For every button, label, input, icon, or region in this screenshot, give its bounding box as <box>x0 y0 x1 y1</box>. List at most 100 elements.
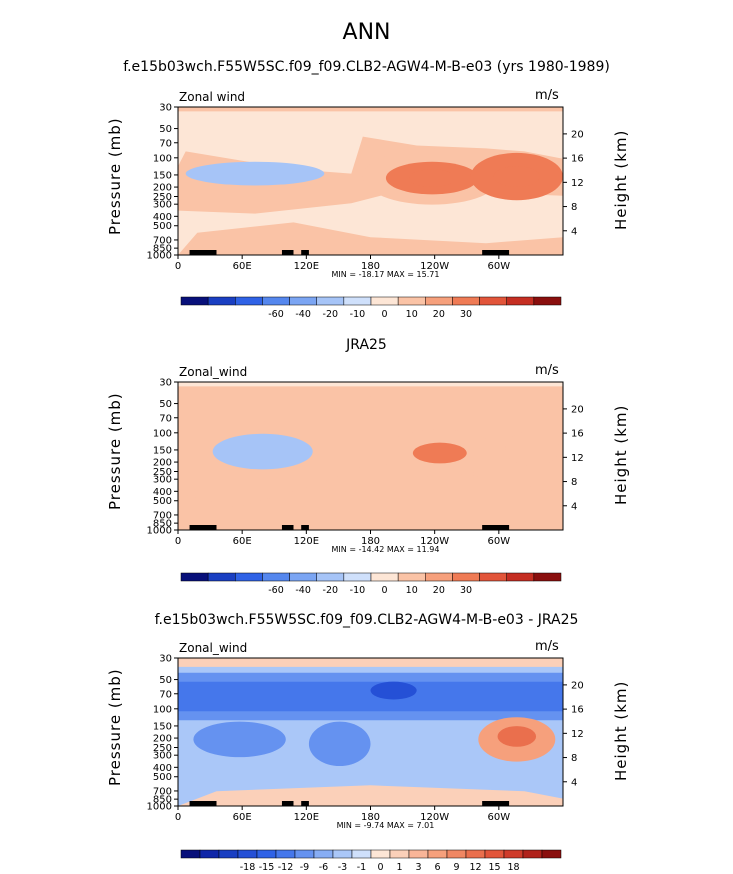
strat-band-core <box>178 681 563 712</box>
longitude-tick-label: 120E <box>294 536 319 547</box>
colorbar-level-label: 0 <box>382 585 388 596</box>
colorbar-level-label: -1 <box>357 862 366 873</box>
height-tick-label: 8 <box>571 477 577 488</box>
longitude-tick-label: 60E <box>233 536 252 547</box>
pressure-tick-label: 700 <box>153 786 172 797</box>
panel-title: JRA25 <box>346 337 387 353</box>
colorbar-level-label: -3 <box>338 862 347 873</box>
height-tick-label: 16 <box>571 429 584 440</box>
pressure-tick-label: 300 <box>153 751 172 762</box>
colorbar-box <box>316 296 345 306</box>
colorbar-box <box>289 572 317 582</box>
pressure-tick-label: 70 <box>159 689 172 700</box>
corner-label-variable: Zonal_wind <box>179 641 248 655</box>
colorbar-level-label: -6 <box>319 862 328 873</box>
colorbar: -60 -40 -20 -10 0 10 20 30 <box>180 572 562 596</box>
colorbar-box <box>533 296 562 306</box>
colorbar-box <box>427 849 448 859</box>
longitude-tick-label: 60W <box>488 812 511 823</box>
colorbar-level-label: -12 <box>278 862 294 873</box>
height-tick-label: 20 <box>571 129 584 140</box>
colorbar-box <box>262 572 290 582</box>
panel-title: f.e15b03wch.F55W5SC.f09_f09.CLB2-AGW4-M-… <box>123 59 610 75</box>
colorbar-level-label: -10 <box>350 585 366 596</box>
colorbar-box <box>316 572 345 582</box>
surface-westerly <box>178 222 563 255</box>
colorbar-box <box>218 849 239 859</box>
corner-label-units: m/s <box>535 363 559 378</box>
panel-title: f.e15b03wch.F55W5SC.f09_f09.CLB2-AGW4-M-… <box>154 612 579 628</box>
colorbar-box <box>452 296 480 306</box>
height-tick-label: 12 <box>571 178 584 189</box>
height-tick-label: 20 <box>571 680 584 691</box>
pressure-tick-label: 300 <box>153 200 172 211</box>
longitude-tick-label: 120E <box>294 812 319 823</box>
colorbar-box <box>262 296 290 306</box>
atl-pos-core <box>497 726 537 747</box>
topography-mask <box>189 250 217 255</box>
colorbar-box <box>180 296 209 306</box>
height-tick-label: 4 <box>571 777 577 788</box>
colorbar-box <box>370 849 391 859</box>
colorbar-level-label: 12 <box>469 862 481 873</box>
topography-mask <box>281 525 294 530</box>
jet2-outer <box>505 430 560 467</box>
pressure-tick-label: 500 <box>153 772 172 783</box>
y-axis-label-pressure: Pressure (mb) <box>106 392 124 510</box>
topography-mask <box>301 801 309 806</box>
colorbar-box <box>425 572 453 582</box>
pressure-tick-label: 850 <box>153 244 172 255</box>
colorbar-level-label: -20 <box>323 585 339 596</box>
pressure-tick-label: 500 <box>153 496 172 507</box>
pressure-tick-label: 100 <box>153 153 172 164</box>
colorbar-box <box>479 296 507 306</box>
colorbar-box <box>343 296 372 306</box>
colorbar-box <box>389 849 410 859</box>
colorbar-box <box>275 849 296 859</box>
height-tick-label: 20 <box>571 404 584 415</box>
colorbar-box <box>180 572 209 582</box>
colorbar-level-label: 30 <box>460 585 472 596</box>
westerly-region <box>178 396 563 508</box>
colorbar-level-label: 3 <box>415 862 421 873</box>
pressure-tick-label: 400 <box>153 487 172 498</box>
colorbar-box <box>294 849 315 859</box>
pressure-tick-label: 50 <box>159 675 172 686</box>
surface-band <box>178 785 563 806</box>
topography-mask <box>281 801 294 806</box>
colorbar-box <box>370 296 399 306</box>
min-max-label: MIN = -14.42 MAX = 11.94 <box>332 545 440 554</box>
colorbar-box <box>332 849 353 859</box>
colorbar-level-label: 15 <box>488 862 500 873</box>
pressure-tick-label: 250 <box>153 192 172 203</box>
topography-mask <box>189 525 217 530</box>
height-tick-label: 4 <box>571 226 577 237</box>
topography-mask <box>301 525 309 530</box>
colorbar-box <box>180 849 201 859</box>
easterly-region <box>212 433 313 470</box>
pressure-tick-label: 150 <box>153 721 172 732</box>
y-axis-label-height: Height (km) <box>612 680 630 781</box>
colorbar-box <box>237 849 258 859</box>
colorbar: -60 -40 -20 -10 0 10 20 30 <box>180 296 562 320</box>
longitude-tick-label: 120W <box>420 261 449 272</box>
colorbar-box <box>522 849 543 859</box>
height-tick-label: 16 <box>571 705 584 716</box>
longitude-tick-label: 60W <box>488 261 511 272</box>
colorbar-level-label: 6 <box>434 862 440 873</box>
colorbar-level-label: -40 <box>295 309 311 320</box>
colorbar-level-label: -60 <box>268 309 284 320</box>
pressure-tick-label: 150 <box>153 170 172 181</box>
min-max-label: MIN = -9.74 MAX = 7.01 <box>337 821 435 830</box>
colorbar-box <box>235 572 263 582</box>
colorbar-level-label: 10 <box>406 585 418 596</box>
top-positive <box>178 658 563 667</box>
colorbar-level-label: -9 <box>300 862 309 873</box>
longitude-tick-label: 180 <box>361 261 380 272</box>
topography-mask <box>301 250 309 255</box>
colorbar-level-label: 0 <box>382 309 388 320</box>
colorbar-box <box>425 296 453 306</box>
longitude-tick-label: 0 <box>175 812 181 823</box>
top-easterly <box>178 382 563 387</box>
